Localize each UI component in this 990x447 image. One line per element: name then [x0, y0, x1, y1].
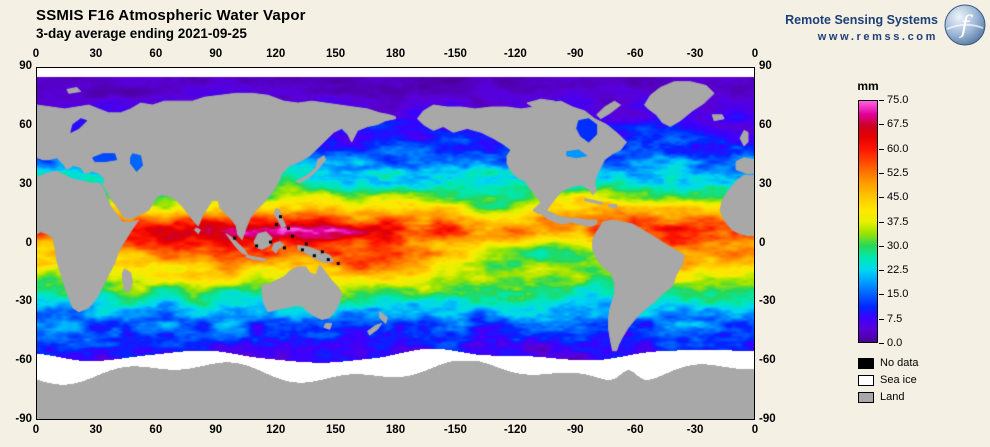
lat-tick-right-5: -60: [759, 354, 776, 367]
lon-tick-bottom-10: -60: [626, 424, 644, 436]
colorbar: [858, 100, 878, 343]
legend-label: No data: [880, 356, 919, 369]
lon-tick-bottom-8: -120: [503, 424, 527, 436]
colorbar-tick-label-10: 0.0: [887, 337, 903, 349]
lat-tick-left-1: 60: [19, 118, 32, 131]
lat-tick-left-3: 0: [25, 236, 32, 249]
colorbar-tick-9: [879, 318, 884, 320]
lon-tick-top-7: -150: [443, 48, 467, 60]
lon-tick-bottom-9: -90: [566, 424, 584, 436]
lat-tick-left-0: 90: [19, 60, 32, 72]
colorbar-tick-2: [879, 148, 884, 150]
colorbar-tick-8: [879, 294, 884, 296]
lon-tick-bottom-1: 30: [89, 424, 103, 436]
lon-tick-top-10: -60: [626, 48, 644, 60]
lon-tick-bottom-2: 60: [149, 424, 163, 436]
lat-tick-right-1: 60: [759, 118, 772, 131]
lat-tick-right-6: -90: [759, 413, 776, 425]
legend-row-sea-ice: Sea ice: [858, 373, 917, 387]
colorbar-tick-label-9: 7.5: [887, 312, 903, 325]
colorbar-tick-label-0: 75.0: [887, 94, 909, 106]
legend-label: Sea ice: [880, 373, 917, 386]
lon-tick-top-11: -30: [686, 48, 704, 60]
lon-tick-bottom-12: 0: [751, 424, 759, 436]
lon-tick-bottom-11: -30: [686, 424, 704, 436]
legend-label: Land: [880, 390, 905, 403]
brand-name: Remote Sensing Systems: [785, 12, 938, 27]
lon-tick-top-9: -90: [566, 48, 584, 60]
colorbar-tick-3: [879, 172, 884, 174]
colorbar-tick-5: [879, 221, 884, 223]
lat-tick-left-2: 30: [19, 177, 32, 190]
lat-tick-left-5: -60: [15, 354, 32, 367]
legend-swatch: [858, 357, 874, 369]
lon-tick-top-12: 0: [751, 48, 759, 60]
brand-url-link[interactable]: www.remss.com: [817, 30, 938, 43]
lon-tick-top-5: 150: [325, 48, 346, 60]
colorbar-tick-label-7: 22.5: [887, 264, 909, 277]
colorbar-tick-label-4: 45.0: [887, 191, 909, 204]
figure-title: SSMIS F16 Atmospheric Water Vapor: [36, 7, 306, 24]
lon-tick-top-2: 60: [149, 48, 163, 60]
lon-tick-bottom-4: 120: [266, 424, 286, 436]
lon-tick-top-6: 180: [385, 48, 406, 60]
globe-icon: f: [943, 3, 987, 52]
colorbar-tick-6: [879, 245, 884, 247]
lon-tick-bottom-3: 90: [209, 424, 223, 436]
lon-tick-top-8: -120: [503, 48, 527, 60]
colorbar-units: mm: [857, 79, 879, 93]
colorbar-tick-label-8: 15.0: [887, 288, 909, 301]
lon-tick-top-4: 120: [266, 48, 286, 60]
lat-tick-right-4: -30: [759, 295, 776, 308]
colorbar-tick-label-5: 37.5: [887, 215, 909, 228]
lon-tick-top-0: 0: [32, 48, 40, 60]
brand-block[interactable]: Remote Sensing Systems www.remss.com f: [785, 3, 987, 52]
colorbar-tick-7: [879, 270, 884, 272]
lon-tick-bottom-0: 0: [32, 424, 40, 436]
legend-row-no-data: No data: [858, 356, 919, 370]
figure-subtitle: 3-day average ending 2021-09-25: [36, 26, 247, 41]
lon-tick-bottom-6: 180: [385, 424, 406, 436]
colorbar-tick-label-1: 67.5: [887, 118, 909, 131]
lon-tick-top-3: 90: [209, 48, 223, 60]
colorbar-tick-1: [879, 124, 884, 126]
colorbar-tick-label-3: 52.5: [887, 166, 909, 179]
colorbar-tick-label-2: 60.0: [887, 142, 909, 155]
lat-tick-left-4: -30: [15, 295, 32, 308]
legend-swatch: [858, 391, 874, 403]
colorbar-tick-label-6: 30.0: [887, 239, 909, 252]
lat-tick-right-3: 0: [759, 236, 766, 249]
lon-tick-bottom-7: -150: [443, 424, 467, 436]
lat-tick-right-0: 90: [759, 60, 772, 72]
lon-tick-bottom-5: 150: [325, 424, 346, 436]
map-canvas: [37, 68, 754, 419]
colorbar-tick-10: [879, 343, 884, 344]
brand-text: Remote Sensing Systems www.remss.com: [785, 13, 938, 43]
lat-tick-left-6: -90: [15, 413, 32, 425]
legend-swatch: [858, 374, 874, 386]
map-frame: [36, 67, 755, 420]
colorbar-tick-4: [879, 197, 884, 199]
lon-tick-top-1: 30: [89, 48, 103, 60]
colorbar-tick-0: [879, 100, 884, 101]
legend-row-land: Land: [858, 390, 904, 404]
lat-tick-right-2: 30: [759, 177, 772, 190]
